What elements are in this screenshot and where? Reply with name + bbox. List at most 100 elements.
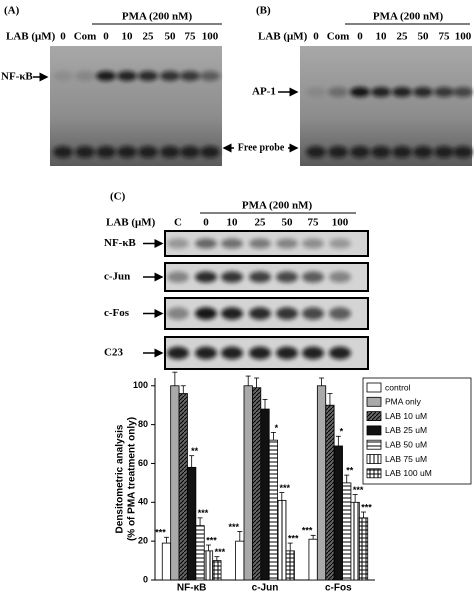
gel-band — [117, 146, 137, 158]
bar — [333, 445, 343, 581]
significance-label: *** — [215, 547, 226, 557]
gel-band — [167, 238, 189, 249]
legend-label: LAB 75 uM — [385, 454, 427, 464]
lane-label: 25 — [255, 217, 267, 229]
bar — [308, 538, 318, 581]
lane-label: 100 — [202, 31, 219, 43]
error-bar — [327, 393, 333, 406]
gel-band — [180, 71, 200, 81]
legend-label: LAB 25 uM — [385, 425, 427, 435]
legend-label: LAB 100 uM — [385, 468, 432, 478]
error-bar — [287, 542, 293, 551]
gel-band — [195, 238, 217, 249]
x-tick-label: c-Fos — [325, 583, 352, 593]
y-tick-label: 60 — [138, 458, 148, 468]
gel-band — [167, 346, 189, 360]
gel-band — [195, 346, 217, 360]
bar — [358, 517, 369, 581]
gel-band — [195, 307, 217, 320]
significance-label: *** — [361, 502, 372, 512]
lane-label: 25 — [397, 31, 409, 43]
error-bar — [237, 531, 243, 542]
gel-band — [221, 346, 243, 360]
dose-label: LAB (μM) — [106, 217, 156, 229]
gel-band — [249, 271, 271, 283]
gel-band — [96, 71, 116, 81]
gel-band — [392, 87, 412, 97]
error-bar — [310, 534, 316, 540]
lane-label: 0 — [103, 31, 109, 43]
gel-band — [302, 346, 324, 360]
legend-swatch — [366, 396, 382, 407]
error-bar — [205, 544, 211, 551]
gel-band — [413, 146, 433, 158]
gel-band — [276, 307, 298, 320]
bar — [243, 385, 253, 581]
lane-label: 75 — [185, 31, 197, 43]
error-bar — [335, 435, 341, 446]
gel-band — [249, 238, 271, 249]
gel-band — [306, 146, 326, 158]
y-tick-label: 100 — [133, 380, 148, 390]
legend-swatch — [366, 411, 382, 422]
gel-band — [195, 271, 217, 283]
significance-label: ** — [191, 446, 199, 456]
treatment-label: PMA (200 nM) — [122, 11, 193, 23]
lane-label: 25 — [143, 31, 155, 43]
dose-label: LAB (μM) — [6, 31, 56, 43]
significance-label: *** — [302, 526, 313, 536]
bar — [195, 525, 205, 581]
gel-band — [75, 71, 95, 81]
lane-label: 0 — [357, 31, 363, 43]
blot-label: c-Fos — [104, 307, 130, 319]
gel-band — [306, 87, 326, 97]
legend-swatch — [366, 382, 382, 393]
gel-band — [96, 146, 116, 158]
gel-band — [53, 71, 73, 81]
error-bar — [245, 375, 251, 386]
significance-label: * — [340, 427, 344, 437]
gel-band — [249, 307, 271, 320]
bar — [235, 540, 245, 581]
gel-band — [434, 87, 454, 97]
gel-band — [160, 71, 180, 81]
significance-label: *** — [229, 522, 240, 532]
lane-label: Com — [74, 31, 97, 43]
significance-label: *** — [206, 535, 217, 545]
lane-label: 10 — [376, 31, 388, 43]
lane-label: Com — [327, 31, 350, 43]
legend-label: PMA only — [385, 397, 422, 407]
blot-label: NF-κB — [104, 237, 136, 249]
lane-label: 50 — [418, 31, 430, 43]
legend-swatch — [366, 439, 382, 450]
gel-band — [413, 87, 433, 97]
panel-label: (B) — [256, 5, 271, 17]
error-bar — [180, 385, 186, 394]
lane-label: 50 — [282, 217, 294, 229]
lane-label: 0 — [203, 217, 209, 229]
gel-band — [328, 146, 348, 158]
significance-label: ** — [346, 465, 354, 475]
bar — [187, 466, 197, 581]
bar — [212, 560, 222, 581]
gel-band — [138, 146, 158, 158]
lane-label: 75 — [439, 31, 451, 43]
blot-label: c-Jun — [104, 271, 130, 283]
error-bar — [172, 371, 178, 386]
lane-label: C — [174, 217, 182, 229]
bar — [350, 501, 360, 581]
error-bar — [352, 494, 358, 503]
bar — [203, 550, 214, 581]
gel-band — [434, 146, 454, 158]
band-label: AP-1 — [252, 86, 276, 98]
dose-label: LAB (μM) — [258, 31, 308, 43]
gel-band — [329, 307, 351, 320]
gel-band — [276, 238, 298, 249]
error-bar — [279, 492, 285, 501]
gel-band — [167, 307, 189, 320]
lane-label: 10 — [122, 31, 134, 43]
panel-label: (C) — [110, 191, 126, 203]
gel-band — [221, 271, 243, 283]
bar — [277, 499, 287, 581]
gel-band — [329, 271, 351, 283]
